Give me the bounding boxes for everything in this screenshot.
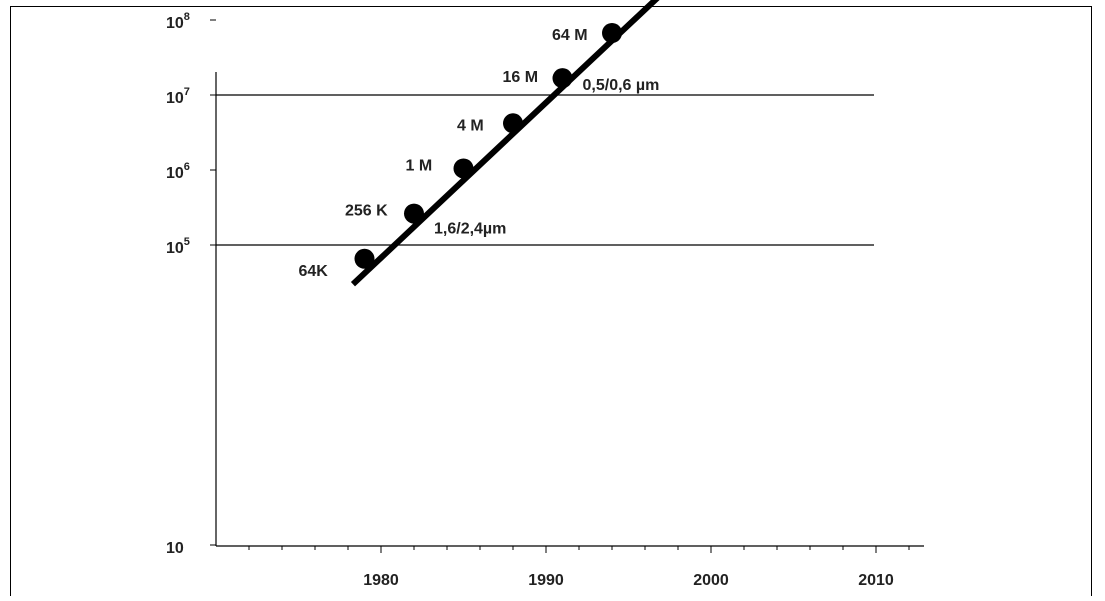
point-label: 64K xyxy=(299,263,329,280)
chart-frame xyxy=(10,6,1092,596)
y-tick-label: 105 xyxy=(166,236,190,257)
y-tick-label: 10 xyxy=(166,540,184,557)
x-tick-label: 1980 xyxy=(363,572,399,589)
data-point xyxy=(453,158,474,179)
trend-line xyxy=(350,0,660,287)
data-point xyxy=(404,203,424,224)
data-point xyxy=(552,68,573,89)
feature-size-annotation: 1,6/2,4µm xyxy=(434,221,506,238)
feature-size-annotation: 0,5/0,6 µm xyxy=(583,77,660,94)
point-label: 64 M xyxy=(552,27,588,44)
point-label: 16 M xyxy=(503,69,539,86)
y-tick-label: 106 xyxy=(166,161,190,182)
x-tick-label: 2010 xyxy=(858,572,894,589)
data-point xyxy=(354,248,375,269)
x-tick-label: 1990 xyxy=(528,572,564,589)
point-label: 1 M xyxy=(406,157,433,174)
x-tick-label: 2000 xyxy=(693,572,729,589)
data-point xyxy=(503,113,523,134)
y-tick-label: 107 xyxy=(166,86,190,107)
y-tick-label: 108 xyxy=(166,11,190,32)
point-label: 256 K xyxy=(345,203,388,220)
point-label: 4 M xyxy=(457,117,484,134)
data-point xyxy=(602,22,622,43)
